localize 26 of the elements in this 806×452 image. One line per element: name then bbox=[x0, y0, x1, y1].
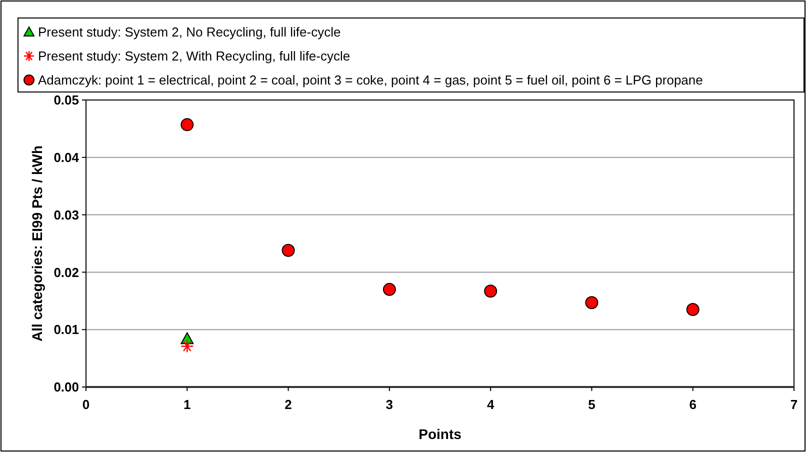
legend-label: Present study: System 2, No Recycling, full life-cycle bbox=[38, 24, 341, 40]
x-tick-label: 3 bbox=[386, 397, 394, 412]
y-tick-label: 0.03 bbox=[54, 207, 79, 222]
x-tick-label: 6 bbox=[689, 397, 696, 412]
point bbox=[686, 303, 700, 316]
point bbox=[180, 118, 194, 132]
point bbox=[180, 340, 194, 353]
x-tick-label: 5 bbox=[588, 397, 596, 412]
y-tick-label: 0.00 bbox=[54, 380, 79, 395]
y-tick-label: 0.05 bbox=[54, 92, 79, 108]
legend-label: Present study: System 2, With Recycling, full life-cycle bbox=[38, 48, 350, 64]
x-tick-label: 2 bbox=[284, 397, 292, 412]
y-tick-label: 0.02 bbox=[54, 264, 79, 280]
x-tick-label: 0 bbox=[82, 397, 90, 412]
x-tick-label: 7 bbox=[790, 397, 798, 412]
point bbox=[282, 244, 295, 257]
point bbox=[484, 284, 498, 298]
y-axis-title: All categories: EI99 Pts / kWh bbox=[29, 145, 45, 342]
y-tick-label: 0.04 bbox=[54, 150, 80, 165]
point bbox=[382, 282, 396, 296]
x-tick-label: 4 bbox=[486, 397, 495, 412]
y-tick-label: 0.01 bbox=[54, 322, 79, 338]
legend-label: Adamczyk: point 1 = electrical, point 2 = coal, point 3 = coke, point 4 = gas, point 5 = fuel oil, point 6 = LPG propane bbox=[38, 72, 703, 88]
point bbox=[585, 296, 598, 310]
x-tick-label: 1 bbox=[184, 397, 191, 412]
x-axis-title: Points bbox=[418, 426, 462, 442]
